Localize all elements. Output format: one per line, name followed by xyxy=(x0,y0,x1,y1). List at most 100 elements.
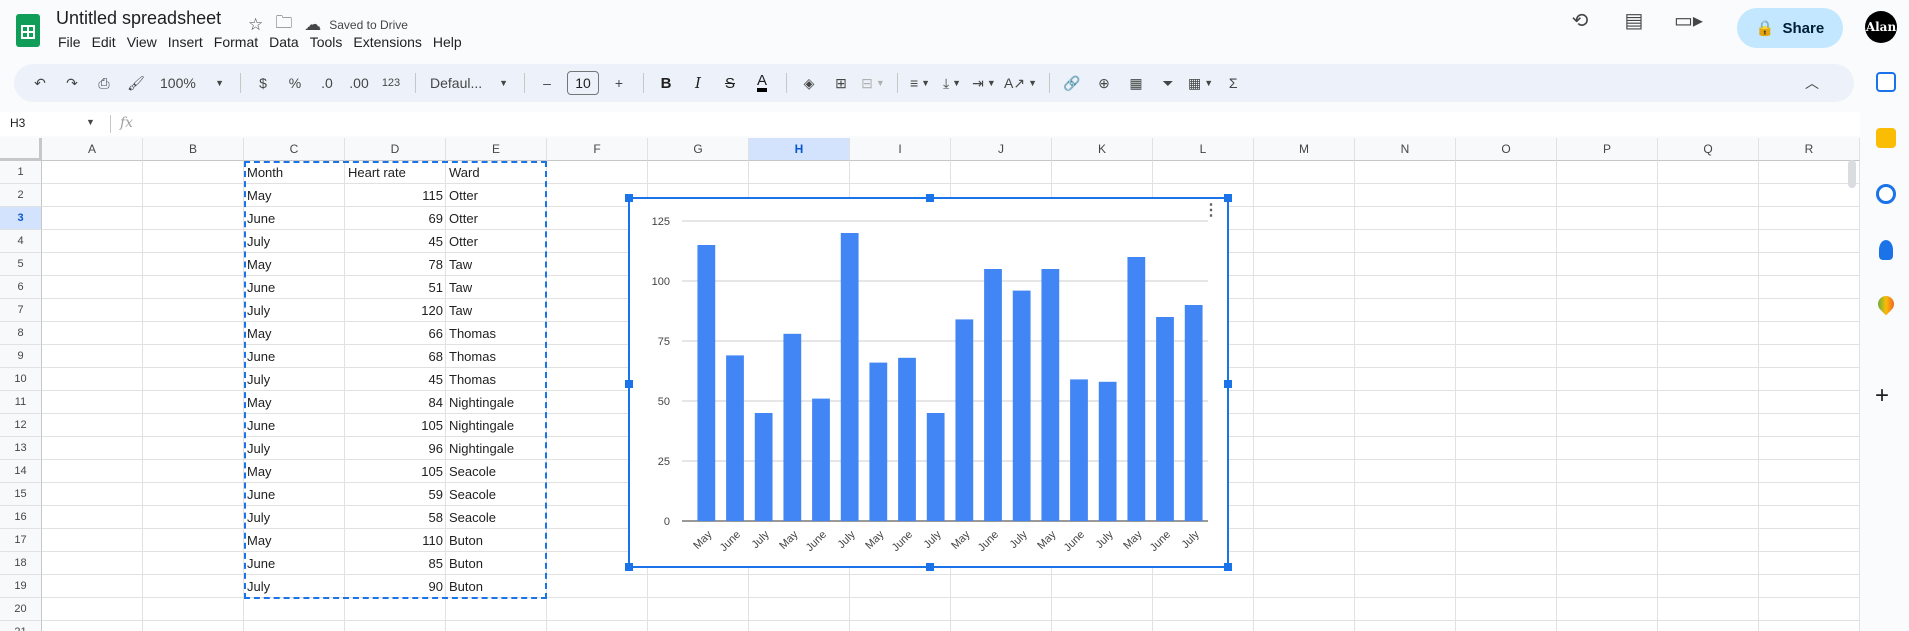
row-header-17[interactable]: 17 xyxy=(0,529,42,552)
column-header-b[interactable]: B xyxy=(143,138,244,161)
row-header-13[interactable]: 13 xyxy=(0,437,42,460)
percent-format-button[interactable]: % xyxy=(288,75,302,91)
menu-edit[interactable]: Edit xyxy=(91,34,116,50)
chart-bar[interactable] xyxy=(898,357,916,521)
move-folder-icon[interactable]: 🗀 xyxy=(275,13,293,32)
table-cell[interactable]: May xyxy=(247,533,272,548)
table-cell[interactable]: Taw xyxy=(449,280,473,295)
row-header-20[interactable]: 20 xyxy=(0,598,42,621)
resize-handle[interactable] xyxy=(625,194,633,202)
table-cell[interactable]: 105 xyxy=(421,418,443,433)
menu-extensions[interactable]: Extensions xyxy=(353,34,422,50)
table-cell[interactable]: Otter xyxy=(449,211,478,226)
table-cell[interactable]: July xyxy=(247,510,271,525)
table-cell[interactable]: 110 xyxy=(422,533,443,548)
insert-comment-icon[interactable]: ⊕ xyxy=(1098,74,1110,91)
print-icon[interactable]: ⎙ xyxy=(98,74,110,91)
table-cell[interactable]: 51 xyxy=(428,280,443,295)
row-header-2[interactable]: 2 xyxy=(0,184,42,207)
table-cell[interactable]: July xyxy=(247,441,271,456)
table-cell[interactable]: 84 xyxy=(428,395,443,410)
chart-bar[interactable] xyxy=(869,362,888,521)
table-cell[interactable]: Ward xyxy=(449,165,480,180)
select-all-corner[interactable] xyxy=(0,138,42,161)
row-header-9[interactable]: 9 xyxy=(0,345,42,368)
column-header-q[interactable]: Q xyxy=(1658,138,1759,161)
table-cell[interactable]: Buton xyxy=(449,533,483,548)
fill-color-icon[interactable]: ◈ xyxy=(803,74,815,91)
horizontal-align-icon[interactable]: ≡ ▼ xyxy=(909,75,931,91)
resize-handle[interactable] xyxy=(625,563,633,571)
resize-handle[interactable] xyxy=(925,194,934,202)
table-cell[interactable]: 120 xyxy=(421,303,443,318)
zoom-select[interactable]: 100% ▼ xyxy=(156,69,228,97)
filter-icon[interactable]: ⏷ xyxy=(1162,74,1174,91)
undo-icon[interactable]: ↶ xyxy=(34,74,46,91)
row-header-18[interactable]: 18 xyxy=(0,552,42,575)
chart-bar[interactable] xyxy=(1156,317,1174,521)
chart-bar[interactable] xyxy=(1184,305,1203,521)
table-cell[interactable]: Buton xyxy=(449,579,483,594)
column-header-l[interactable]: L xyxy=(1153,138,1254,161)
table-cell[interactable]: 58 xyxy=(428,510,443,525)
column-header-e[interactable]: E xyxy=(446,138,547,161)
table-cell[interactable]: June xyxy=(247,418,276,433)
column-header-n[interactable]: N xyxy=(1355,138,1456,161)
name-box[interactable]: H3 xyxy=(10,116,26,130)
menu-help[interactable]: Help xyxy=(432,34,462,50)
increase-decimal-button[interactable]: .00 xyxy=(349,75,369,91)
collapse-toolbar-icon[interactable]: ︿ xyxy=(1805,75,1819,91)
table-cell[interactable]: July xyxy=(247,579,271,594)
column-header-h[interactable]: H xyxy=(749,138,850,161)
insert-chart-icon[interactable]: ▦ xyxy=(1129,74,1143,91)
table-cell[interactable]: May xyxy=(247,464,272,479)
table-cell[interactable]: 90 xyxy=(428,579,443,594)
menu-tools[interactable]: Tools xyxy=(309,34,343,50)
row-header-5[interactable]: 5 xyxy=(0,253,42,276)
chart-bar[interactable] xyxy=(1070,379,1088,521)
row-header-11[interactable]: 11 xyxy=(0,391,42,414)
table-cell[interactable]: Nightingale xyxy=(449,441,515,456)
row-header-7[interactable]: 7 xyxy=(0,299,42,322)
strikethrough-button[interactable]: S xyxy=(724,74,735,92)
menu-format[interactable]: Format xyxy=(213,34,259,50)
table-cell[interactable]: May xyxy=(247,395,272,410)
meet-icon[interactable]: ▭▸ xyxy=(1674,10,1703,32)
keep-icon[interactable] xyxy=(1876,128,1896,148)
row-header-6[interactable]: 6 xyxy=(0,276,42,299)
currency-format-button[interactable]: $ xyxy=(259,75,267,91)
font-size-field[interactable]: 10 xyxy=(567,69,599,97)
table-cell[interactable]: May xyxy=(247,257,272,272)
column-header-c[interactable]: C xyxy=(244,138,345,161)
chart-bar[interactable] xyxy=(754,413,773,521)
resize-handle[interactable] xyxy=(1224,379,1232,388)
font-select[interactable]: Defaul... ▼ xyxy=(426,69,512,97)
add-addon-icon[interactable]: + xyxy=(1875,382,1890,409)
table-cell[interactable]: Otter xyxy=(449,188,478,203)
comments-icon[interactable]: ▤ xyxy=(1624,10,1644,32)
row-header-12[interactable]: 12 xyxy=(0,414,42,437)
table-cell[interactable]: Month xyxy=(247,165,284,180)
tasks-icon[interactable] xyxy=(1876,184,1896,204)
table-cell[interactable]: 85 xyxy=(428,556,443,571)
borders-icon[interactable]: ⊞ xyxy=(835,74,847,91)
chevron-down-icon[interactable]: ▼ xyxy=(86,117,95,127)
table-cell[interactable]: June xyxy=(247,211,276,226)
table-cell[interactable]: Thomas xyxy=(449,326,496,341)
table-cell[interactable]: 68 xyxy=(428,349,443,364)
resize-handle[interactable] xyxy=(1224,563,1232,571)
table-cell[interactable]: Nightingale xyxy=(449,418,515,433)
table-cell[interactable]: Otter xyxy=(449,234,478,249)
table-cell[interactable]: 105 xyxy=(421,464,443,479)
table-cell[interactable]: May xyxy=(247,188,272,203)
row-header-14[interactable]: 14 xyxy=(0,460,42,483)
column-header-g[interactable]: G xyxy=(648,138,749,161)
text-color-button[interactable]: A xyxy=(750,69,774,97)
table-cell[interactable]: Taw xyxy=(449,257,473,272)
column-header-i[interactable]: I xyxy=(850,138,951,161)
chart-bar[interactable] xyxy=(697,245,716,521)
row-header-8[interactable]: 8 xyxy=(0,322,42,345)
menu-file[interactable]: File xyxy=(58,34,81,50)
spreadsheet-grid[interactable]: A B C D E F G H I J K L M N O P Q R 1 2 3 4 5 6 7 8 9 10 11 12 13 14 15 1… xyxy=(0,138,1860,631)
table-cell[interactable]: 96 xyxy=(428,441,443,456)
